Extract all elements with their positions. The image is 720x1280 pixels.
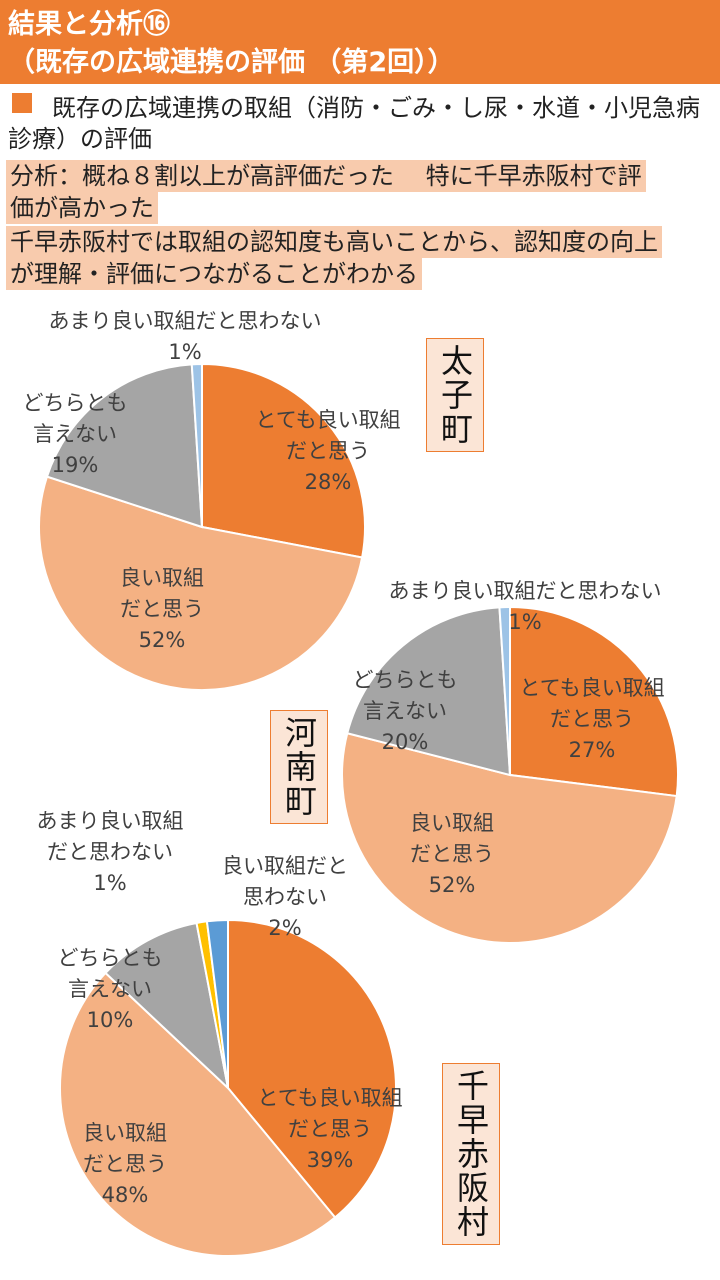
pie0-slice-good	[37, 475, 364, 691]
pie1-slice-neutral	[346, 606, 512, 777]
header-bar: 結果と分析⑯ （既存の広域連携の評価 （第2回））	[0, 0, 720, 84]
pie2-label-good: 良い取組だと思う 48%	[83, 1121, 167, 1207]
analysis-line-2: 価が高かった	[6, 192, 158, 224]
town-label-taishi: 太子町	[426, 338, 484, 452]
pie0-slice-very-good	[201, 362, 366, 559]
pie2-slice-very-good	[227, 918, 398, 1219]
pie1-label-not-very-good: あまり良い取組だと思わない 1%	[389, 579, 662, 634]
pie2-label-neutral: どちらとも言えない 10%	[58, 946, 163, 1032]
analysis-line-4: が理解・評価につながることがわかる	[6, 258, 422, 290]
analysis-line-1: 分析：概ね８割以上が高評価だった 特に千早赤阪村で評	[6, 160, 646, 192]
pie1-label-good: 良い取組だと思う 52%	[410, 811, 494, 897]
pie1-slice-not-very-good	[498, 605, 511, 776]
pie2-slice-neutral	[104, 921, 230, 1091]
pie2-label-not-good: 良い取組だと思わない 2%	[222, 854, 348, 940]
pie0-slice-not-very-good	[190, 362, 203, 528]
pie2-label-very-good: とても良い取組だと思う 39%	[257, 1086, 402, 1172]
intro-line-1: 既存の広域連携の取組（消防・ごみ・し尿・水道・小児急病	[52, 94, 700, 122]
analysis-line-3: 千早赤阪村では取組の認知度も高いことから、認知度の向上	[6, 226, 662, 258]
page-title: 結果と分析⑯	[8, 9, 170, 40]
pie0-label-not-very-good: あまり良い取組だと思わない 1%	[49, 309, 322, 364]
pie2-slice-not-good	[205, 918, 229, 1089]
pie1-slice-very-good	[509, 605, 680, 798]
town-label-kanan: 河南町	[270, 710, 328, 824]
pie1-slice-good	[341, 732, 678, 944]
pie0-label-neutral: どちらとも言えない 19%	[23, 391, 128, 477]
pie0-slice-neutral	[45, 363, 204, 529]
pie1-label-neutral: どちらとも言えない 20%	[353, 668, 458, 754]
town-label-chihayaakasaka: 千早赤阪村	[442, 1063, 500, 1245]
pie1-label-very-good: とても良い取組だと思う 27%	[519, 676, 664, 762]
pie2-slice-good	[58, 971, 337, 1258]
pie2-label-not-very-good: あまり良い取組だと思わない 1%	[37, 809, 184, 895]
intro-line-2: 診療）の評価	[8, 125, 152, 153]
page-subtitle: （既存の広域連携の評価 （第2回））	[8, 47, 455, 78]
pie0-label-good: 良い取組だと思う 52%	[120, 566, 204, 652]
pie0-label-very-good: とても良い取組だと思う 28%	[255, 408, 400, 494]
bullet-square-icon	[12, 93, 32, 113]
